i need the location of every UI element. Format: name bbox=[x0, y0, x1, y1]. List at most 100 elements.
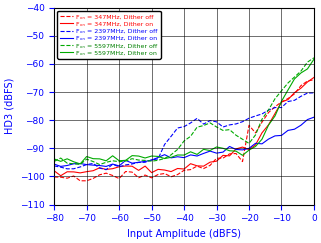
Fₓₙ = 347MHz, Dither off bbox=[189, 168, 193, 171]
Fₓₙ = 347MHz, Dither on bbox=[169, 170, 173, 173]
Fₓₙ = 5597MHz, Dither off bbox=[163, 157, 167, 160]
Fₓₙ = 2397MHz, Dither off bbox=[78, 165, 82, 168]
Fₓₙ = 5597MHz, Dither off bbox=[292, 76, 296, 78]
Fₓₙ = 5597MHz, Dither on bbox=[266, 124, 270, 127]
Fₓₙ = 5597MHz, Dither off bbox=[247, 142, 251, 145]
Fₓₙ = 2397MHz, Dither off bbox=[312, 91, 316, 94]
Fₓₙ = 2397MHz, Dither off bbox=[189, 122, 193, 124]
Legend: Fₓₙ = 347MHz, Dither off, Fₓₙ = 347MHz, Dither on, Fₓₙ = 2397MHz, Dither off, Fₓ: Fₓₙ = 347MHz, Dither off, Fₓₙ = 347MHz, … bbox=[57, 11, 160, 59]
Fₓₙ = 5597MHz, Dither on bbox=[306, 68, 309, 70]
Fₓₙ = 5597MHz, Dither off bbox=[234, 134, 238, 137]
Fₓₙ = 347MHz, Dither off bbox=[299, 84, 303, 87]
Fₓₙ = 2397MHz, Dither off bbox=[299, 95, 303, 98]
Fₓₙ = 5597MHz, Dither off bbox=[78, 163, 82, 166]
Fₓₙ = 347MHz, Dither off bbox=[247, 124, 251, 127]
Fₓₙ = 5597MHz, Dither on bbox=[254, 145, 257, 148]
Fₓₙ = 2397MHz, Dither off bbox=[163, 143, 167, 146]
Fₓₙ = 347MHz, Dither on bbox=[234, 148, 238, 150]
Fₓₙ = 2397MHz, Dither on bbox=[91, 164, 95, 167]
Fₓₙ = 2397MHz, Dither off bbox=[208, 119, 212, 122]
Fₓₙ = 347MHz, Dither off bbox=[85, 179, 89, 182]
Fₓₙ = 347MHz, Dither on bbox=[72, 170, 76, 173]
Fₓₙ = 2397MHz, Dither on bbox=[78, 162, 82, 165]
Fₓₙ = 347MHz, Dither off bbox=[137, 176, 141, 179]
Fₓₙ = 347MHz, Dither off bbox=[98, 173, 101, 176]
X-axis label: Input Amplitude (dBFS): Input Amplitude (dBFS) bbox=[127, 229, 241, 239]
Fₓₙ = 5597MHz, Dither off bbox=[208, 122, 212, 124]
Fₓₙ = 5597MHz, Dither on bbox=[221, 147, 225, 150]
Fₓₙ = 347MHz, Dither off bbox=[156, 173, 160, 176]
Fₓₙ = 5597MHz, Dither on bbox=[78, 162, 82, 165]
Fₓₙ = 347MHz, Dither off bbox=[266, 111, 270, 114]
Fₓₙ = 2397MHz, Dither on bbox=[156, 156, 160, 159]
Fₓₙ = 347MHz, Dither off bbox=[182, 169, 186, 172]
Fₓₙ = 347MHz, Dither off bbox=[163, 172, 167, 175]
Fₓₙ = 2397MHz, Dither on bbox=[195, 155, 199, 157]
Fₓₙ = 2397MHz, Dither on bbox=[266, 138, 270, 140]
Line: Fₓₙ = 2397MHz, Dither on: Fₓₙ = 2397MHz, Dither on bbox=[54, 117, 314, 166]
Fₓₙ = 2397MHz, Dither on bbox=[273, 134, 277, 137]
Fₓₙ = 2397MHz, Dither off bbox=[85, 163, 89, 166]
Fₓₙ = 2397MHz, Dither off bbox=[234, 122, 238, 125]
Line: Fₓₙ = 5597MHz, Dither on: Fₓₙ = 5597MHz, Dither on bbox=[54, 59, 314, 164]
Fₓₙ = 5597MHz, Dither off bbox=[254, 133, 257, 136]
Fₓₙ = 2397MHz, Dither on bbox=[241, 148, 245, 151]
Fₓₙ = 2397MHz, Dither on bbox=[182, 156, 186, 159]
Fₓₙ = 347MHz, Dither on bbox=[266, 123, 270, 126]
Fₓₙ = 2397MHz, Dither off bbox=[65, 167, 69, 170]
Fₓₙ = 347MHz, Dither on bbox=[150, 171, 153, 174]
Fₓₙ = 2397MHz, Dither off bbox=[292, 99, 296, 102]
Line: Fₓₙ = 347MHz, Dither off: Fₓₙ = 347MHz, Dither off bbox=[54, 80, 314, 181]
Fₓₙ = 347MHz, Dither off bbox=[124, 170, 127, 173]
Fₓₙ = 2397MHz, Dither off bbox=[52, 165, 56, 167]
Fₓₙ = 2397MHz, Dither off bbox=[306, 92, 309, 95]
Fₓₙ = 347MHz, Dither on bbox=[254, 143, 257, 146]
Fₓₙ = 2397MHz, Dither on bbox=[221, 151, 225, 154]
Fₓₙ = 5597MHz, Dither on bbox=[143, 156, 147, 159]
Fₓₙ = 347MHz, Dither off bbox=[228, 152, 231, 155]
Fₓₙ = 2397MHz, Dither on bbox=[299, 124, 303, 127]
Fₓₙ = 2397MHz, Dither off bbox=[182, 125, 186, 128]
Fₓₙ = 2397MHz, Dither on bbox=[150, 159, 153, 162]
Fₓₙ = 5597MHz, Dither off bbox=[156, 159, 160, 162]
Fₓₙ = 2397MHz, Dither on bbox=[254, 142, 257, 145]
Fₓₙ = 5597MHz, Dither on bbox=[292, 78, 296, 80]
Fₓₙ = 5597MHz, Dither off bbox=[137, 159, 141, 162]
Fₓₙ = 347MHz, Dither on bbox=[117, 165, 121, 168]
Fₓₙ = 347MHz, Dither on bbox=[59, 174, 63, 177]
Fₓₙ = 2397MHz, Dither on bbox=[202, 152, 205, 155]
Fₓₙ = 2397MHz, Dither off bbox=[72, 167, 76, 170]
Fₓₙ = 2397MHz, Dither on bbox=[286, 129, 290, 132]
Fₓₙ = 5597MHz, Dither on bbox=[130, 154, 134, 157]
Fₓₙ = 5597MHz, Dither off bbox=[117, 160, 121, 163]
Fₓₙ = 347MHz, Dither off bbox=[150, 176, 153, 179]
Fₓₙ = 2397MHz, Dither off bbox=[130, 163, 134, 165]
Fₓₙ = 2397MHz, Dither off bbox=[254, 114, 257, 117]
Fₓₙ = 5597MHz, Dither on bbox=[286, 88, 290, 91]
Fₓₙ = 5597MHz, Dither off bbox=[52, 160, 56, 163]
Fₓₙ = 347MHz, Dither off bbox=[273, 105, 277, 108]
Fₓₙ = 2397MHz, Dither on bbox=[228, 145, 231, 148]
Fₓₙ = 347MHz, Dither on bbox=[280, 101, 283, 104]
Fₓₙ = 5597MHz, Dither on bbox=[59, 160, 63, 163]
Fₓₙ = 347MHz, Dither off bbox=[176, 173, 179, 176]
Fₓₙ = 347MHz, Dither on bbox=[247, 148, 251, 151]
Fₓₙ = 5597MHz, Dither on bbox=[228, 149, 231, 152]
Fₓₙ = 2397MHz, Dither on bbox=[208, 150, 212, 153]
Fₓₙ = 5597MHz, Dither on bbox=[195, 153, 199, 156]
Fₓₙ = 347MHz, Dither off bbox=[312, 78, 316, 81]
Fₓₙ = 347MHz, Dither on bbox=[182, 168, 186, 171]
Fₓₙ = 347MHz, Dither off bbox=[234, 152, 238, 155]
Fₓₙ = 5597MHz, Dither on bbox=[65, 157, 69, 160]
Fₓₙ = 347MHz, Dither off bbox=[202, 167, 205, 170]
Fₓₙ = 347MHz, Dither on bbox=[273, 112, 277, 115]
Fₓₙ = 5597MHz, Dither on bbox=[104, 159, 108, 162]
Fₓₙ = 347MHz, Dither on bbox=[143, 165, 147, 168]
Fₓₙ = 347MHz, Dither off bbox=[117, 177, 121, 180]
Fₓₙ = 2397MHz, Dither off bbox=[247, 117, 251, 120]
Fₓₙ = 2397MHz, Dither off bbox=[150, 158, 153, 161]
Fₓₙ = 347MHz, Dither on bbox=[163, 169, 167, 172]
Fₓₙ = 347MHz, Dither off bbox=[241, 160, 245, 163]
Fₓₙ = 5597MHz, Dither on bbox=[176, 154, 179, 156]
Fₓₙ = 5597MHz, Dither off bbox=[266, 108, 270, 111]
